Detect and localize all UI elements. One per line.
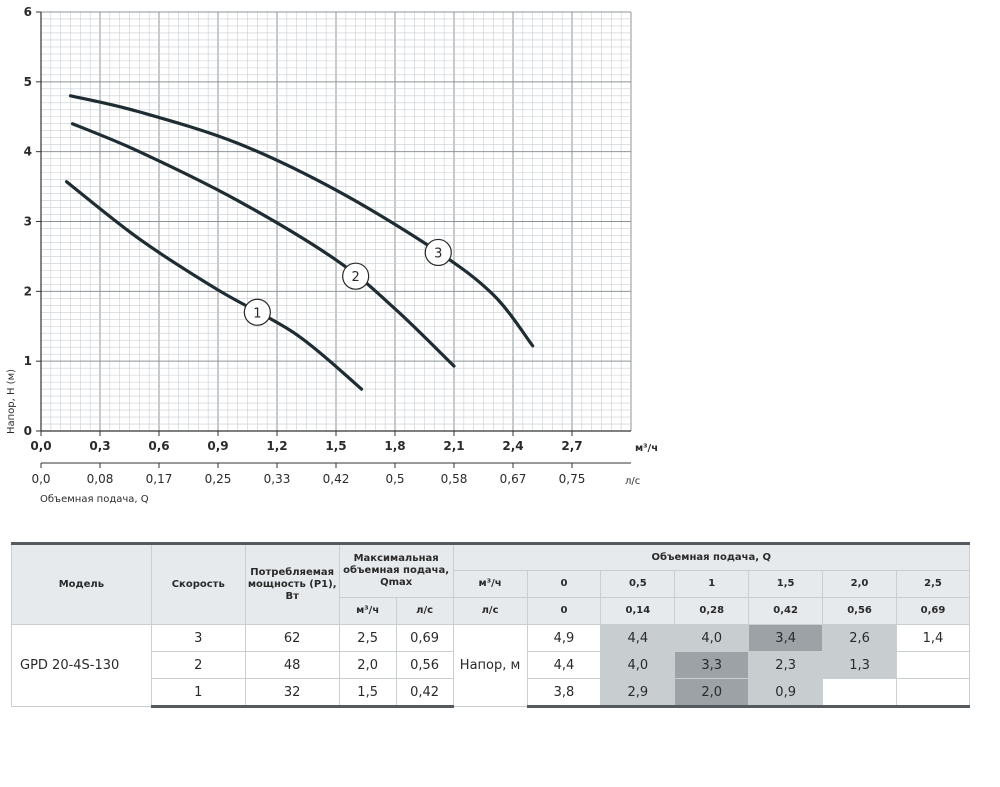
power-cell: 62	[244, 624, 340, 652]
header-flow-ls: 0,69	[895, 597, 971, 625]
head-cell: 4,0	[600, 651, 676, 679]
header-flow-ls-label: л/с	[452, 597, 528, 625]
y-tick-label: 2	[24, 284, 32, 298]
x-tick-label-bottom: 0,5	[385, 472, 404, 486]
x-tick-label-bottom: 0,67	[500, 472, 527, 486]
model-name: GPD 20-4S-130	[11, 624, 152, 707]
head-cell	[895, 678, 971, 708]
performance-table: Модель Скорость Потребляемая мощность (P…	[11, 542, 971, 708]
x-tick-label-bottom: 0,25	[205, 472, 232, 486]
head-cell: 3,3	[674, 651, 750, 679]
qmax-m3h-cell: 2,5	[338, 624, 397, 652]
curve-label: 1	[253, 306, 261, 321]
x-tick-label-top: 2,4	[502, 439, 523, 453]
x-tick-label-bottom: 0,58	[441, 472, 468, 486]
head-cell: 1,3	[822, 651, 897, 679]
y-tick-label: 3	[24, 215, 32, 229]
x-tick-label-top: 1,5	[325, 439, 346, 453]
pump-curve-chart: 0 1 2 3 4 5 6 0,0 0,3 0,6 0,9 1,2 1,5 1,8 2,1 2,4 2,7 м³/…	[0, 0, 660, 510]
x-tick-label-bottom: 0,0	[31, 472, 50, 486]
x-tick-label-bottom: 0,75	[559, 472, 586, 486]
power-cell: 32	[244, 678, 340, 708]
header-qmax-m3h: м³/ч	[338, 597, 397, 625]
x-tick-label-top: 1,2	[266, 439, 287, 453]
head-cell: 0,9	[748, 678, 824, 708]
head-cell: 3,8	[526, 678, 602, 708]
head-cell: 3,4	[748, 624, 824, 652]
head-cell: 2,9	[600, 678, 676, 708]
curve-speed-2	[70, 122, 456, 368]
speed-cell: 2	[150, 651, 246, 679]
head-cell: 4,4	[526, 651, 602, 679]
curve-label-marker	[243, 298, 271, 326]
head-cell: 4,4	[600, 624, 676, 652]
curve-label-marker	[342, 262, 370, 290]
y-tick-label: 6	[24, 5, 32, 19]
curve-label: 2	[352, 270, 360, 285]
header-power: Потребляемая мощность (P1), Вт	[244, 543, 340, 625]
y-tick-label: 1	[24, 354, 32, 368]
header-flow-m3h: 1,5	[748, 570, 824, 598]
header-flow-m3h: 2,5	[895, 570, 971, 598]
qmax-ls-cell: 0,42	[395, 678, 454, 708]
x-tick-label-bottom: 0,42	[323, 472, 350, 486]
header-flow-ls: 0	[526, 597, 602, 625]
speed-cell: 3	[150, 624, 246, 652]
head-label: Напор, м	[452, 624, 528, 707]
header-flow-m3h: 1	[674, 570, 750, 598]
head-cell	[895, 651, 971, 679]
x-tick-label-top: 2,1	[443, 439, 464, 453]
header-model: Модель	[11, 543, 152, 625]
header-flow-ls: 0,14	[600, 597, 676, 625]
qmax-ls-cell: 0,56	[395, 651, 454, 679]
head-cell: 2,3	[748, 651, 824, 679]
header-speed: Скорость	[150, 543, 246, 625]
x-unit-top: м³/ч	[635, 443, 658, 454]
header-qmax-ls: л/с	[395, 597, 454, 625]
header-flow-ls: 0,56	[822, 597, 897, 625]
head-cell: 4,9	[526, 624, 602, 652]
header-qmax: Максимальная объемная подача, Qmax	[338, 543, 454, 598]
curve-speed-1	[64, 180, 364, 391]
x-tick-label-top: 0,0	[30, 439, 51, 453]
qmax-m3h-cell: 1,5	[338, 678, 397, 708]
y-tick-label: 4	[24, 145, 32, 159]
x-tick-label-top: 0,3	[89, 439, 110, 453]
header-flow-ls: 0,28	[674, 597, 750, 625]
x-tick-label-bottom: 0,33	[264, 472, 291, 486]
header-flow-m3h: 0	[526, 570, 602, 598]
x-tick-label-top: 0,6	[148, 439, 169, 453]
x-unit-bottom: л/с	[625, 476, 640, 487]
x-tick-label-top: 1,8	[384, 439, 405, 453]
chart-svg: 0 1 2 3 4 5 6 0,0 0,3 0,6 0,9 1,2 1,5 1,8 2,1 2,4 2,7 м³/…	[6, 5, 658, 505]
head-cell: 2,6	[822, 624, 897, 652]
table-row: 1 32 1,5 0,42 3,8 2,9 2,0 0,9	[12, 678, 971, 708]
x-axis-title: Объемная подача, Q	[40, 494, 149, 505]
table-row: 2 48 2,0 0,56 4,4 4,0 3,3 2,3 1,3	[12, 651, 971, 679]
y-tick-label: 0	[24, 424, 32, 438]
x-tick-label-top: 2,7	[561, 439, 582, 453]
head-cell: 1,4	[895, 624, 971, 652]
x-tick-label-top: 0,9	[207, 439, 228, 453]
x-tick-label-bottom: 0,17	[146, 472, 173, 486]
head-cell: 4,0	[674, 624, 750, 652]
y-axis-title: Напор, Н (м)	[6, 369, 17, 434]
x-tick-label-bottom: 0,08	[87, 472, 114, 486]
curve-label: 3	[434, 246, 442, 261]
speed-cell: 1	[150, 678, 246, 708]
power-cell: 48	[244, 651, 340, 679]
curve-speed-3	[68, 94, 535, 348]
y-tick-label: 5	[24, 75, 32, 89]
header-flow-m3h: 0,5	[600, 570, 676, 598]
header-flow-m3h: 2,0	[822, 570, 897, 598]
head-cell	[822, 678, 897, 708]
head-cell: 2,0	[674, 678, 750, 708]
qmax-m3h-cell: 2,0	[338, 651, 397, 679]
header-flow-m3h-label: м³/ч	[452, 570, 528, 598]
curve-label-marker	[424, 238, 452, 267]
header-flow-ls: 0,42	[748, 597, 824, 625]
qmax-ls-cell: 0,69	[395, 624, 454, 652]
header-flow: Объемная подача, Q	[452, 543, 971, 571]
table-row: GPD 20-4S-130 3 62 2,5 0,69 Напор, м 4,9…	[11, 624, 971, 707]
